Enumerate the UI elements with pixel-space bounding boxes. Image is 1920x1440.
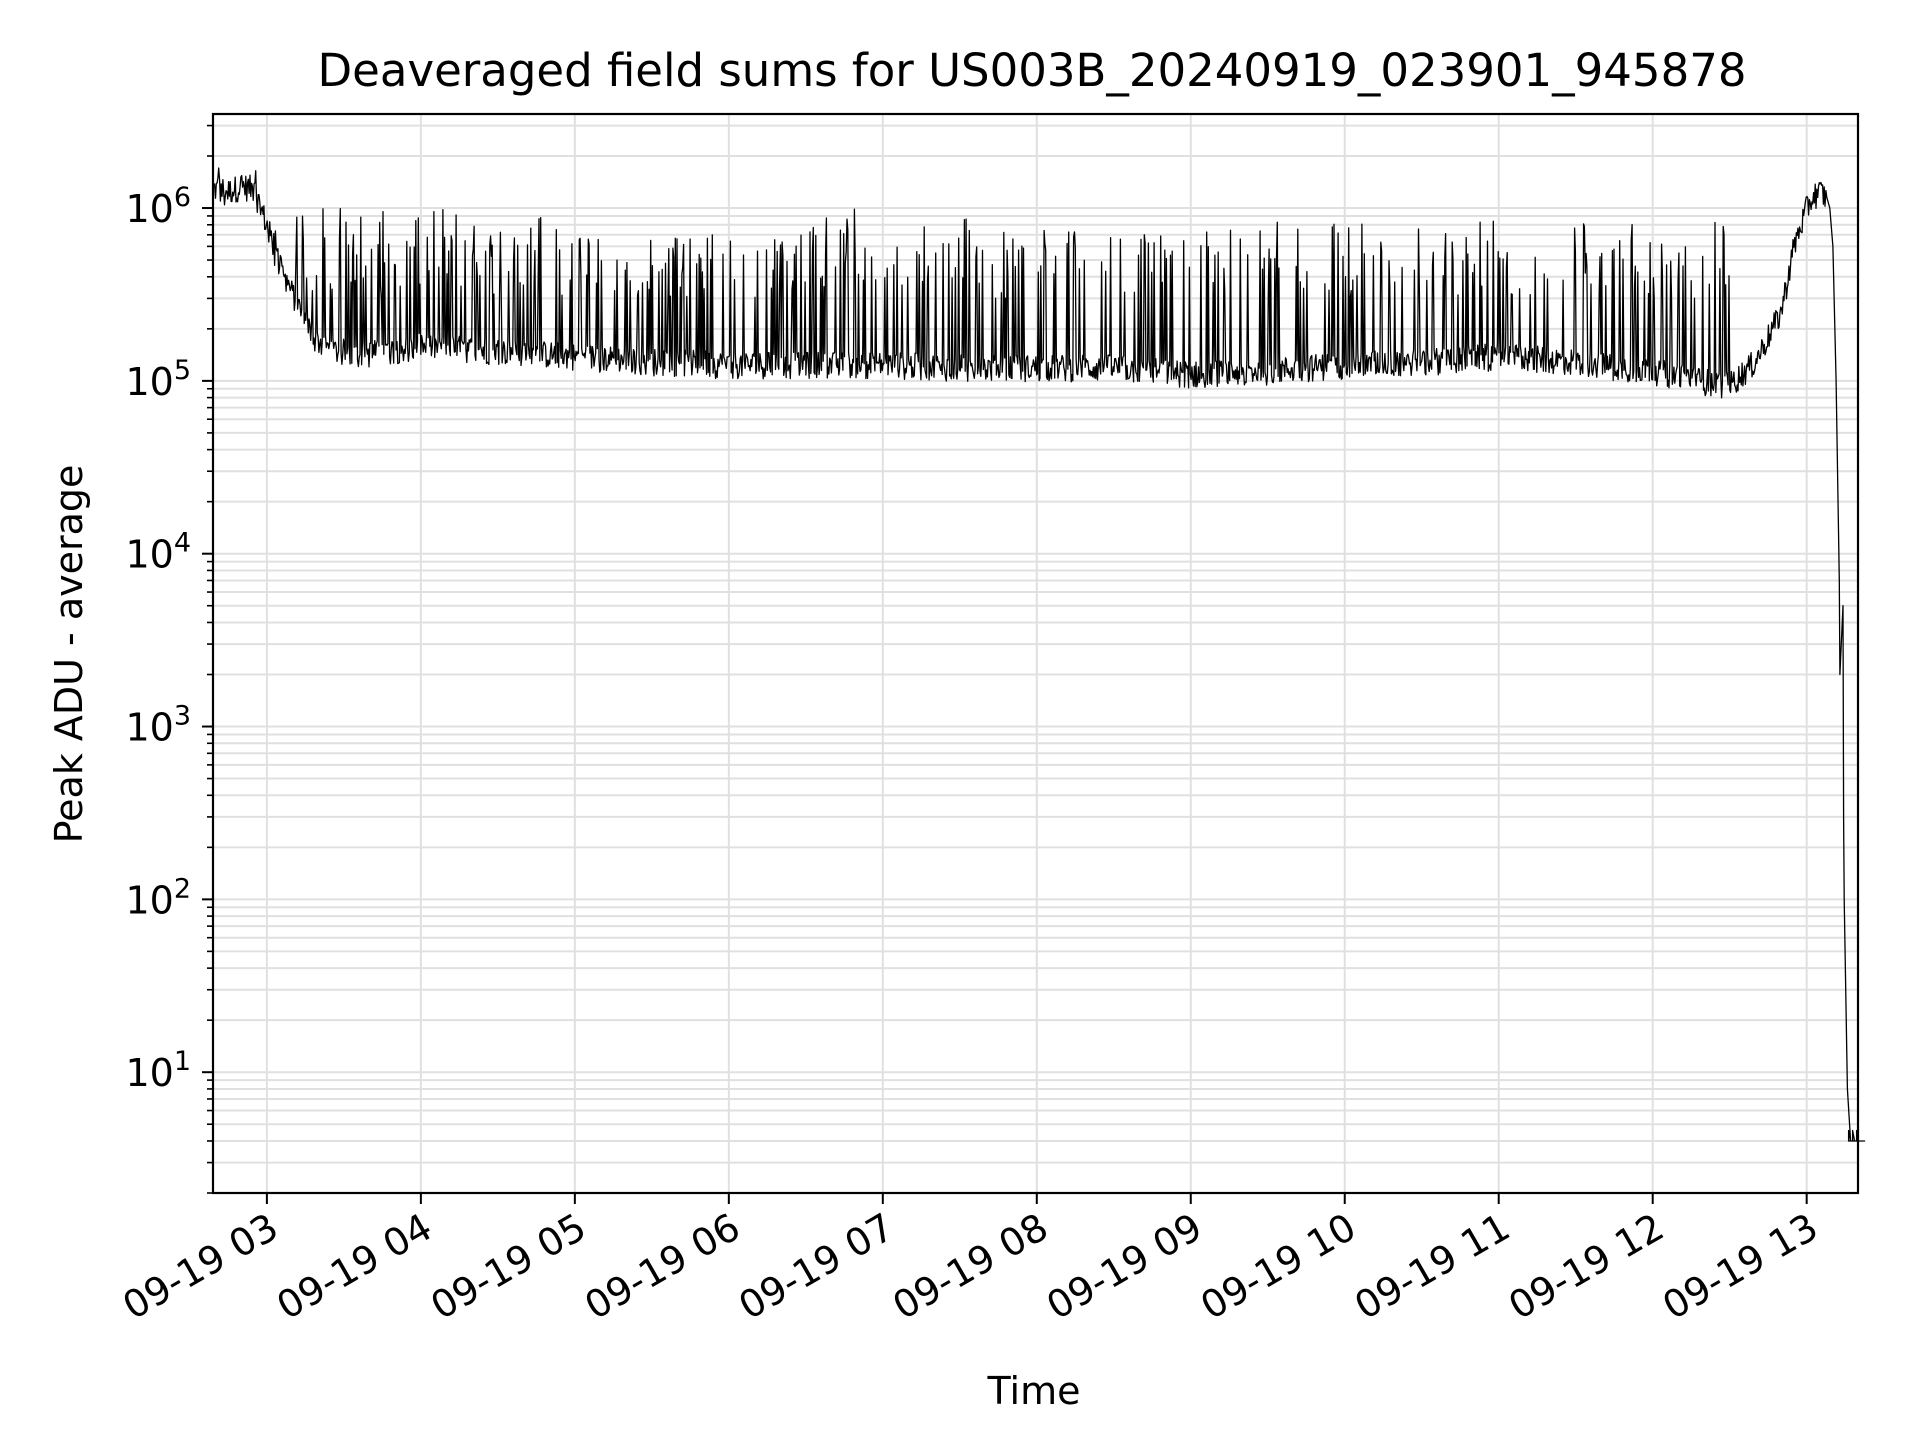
plot-frame — [211, 112, 1860, 1195]
y-tick-label: 105 — [125, 355, 191, 404]
x-tick-label: 09-19 13 — [1655, 1205, 1825, 1329]
x-tick-label: 09-19 06 — [577, 1205, 747, 1329]
x-tick-label: 09-19 12 — [1501, 1205, 1671, 1329]
x-tick-label: 09-19 05 — [423, 1205, 593, 1329]
data-line-group — [212, 167, 1866, 1142]
x-axis-label: Time — [987, 1369, 1081, 1413]
x-tick-label: 09-19 11 — [1347, 1205, 1517, 1329]
y-tick-label: 101 — [125, 1046, 191, 1095]
x-tick-label: 09-19 10 — [1193, 1205, 1363, 1329]
y-tick-label: 104 — [125, 528, 191, 577]
x-tick-label: 09-19 04 — [269, 1205, 439, 1329]
data-series-line — [212, 167, 1866, 1142]
y-tick-label: 106 — [125, 182, 191, 231]
x-tick-label: 09-19 09 — [1039, 1205, 1209, 1329]
y-tick-label: 102 — [125, 873, 191, 922]
y-axis: 101 102 103 104 105 106 — [125, 124, 213, 1194]
x-tick-label: 09-19 07 — [731, 1205, 901, 1329]
y-axis-label: Peak ADU - average — [47, 465, 91, 844]
y-tick-label: 103 — [125, 701, 191, 750]
grid-lines — [213, 114, 1858, 1194]
x-tick-label: 09-19 03 — [115, 1205, 285, 1329]
chart-title: Deaveraged field sums for US003B_2024091… — [318, 44, 1747, 97]
x-tick-label: 09-19 08 — [885, 1205, 1055, 1329]
